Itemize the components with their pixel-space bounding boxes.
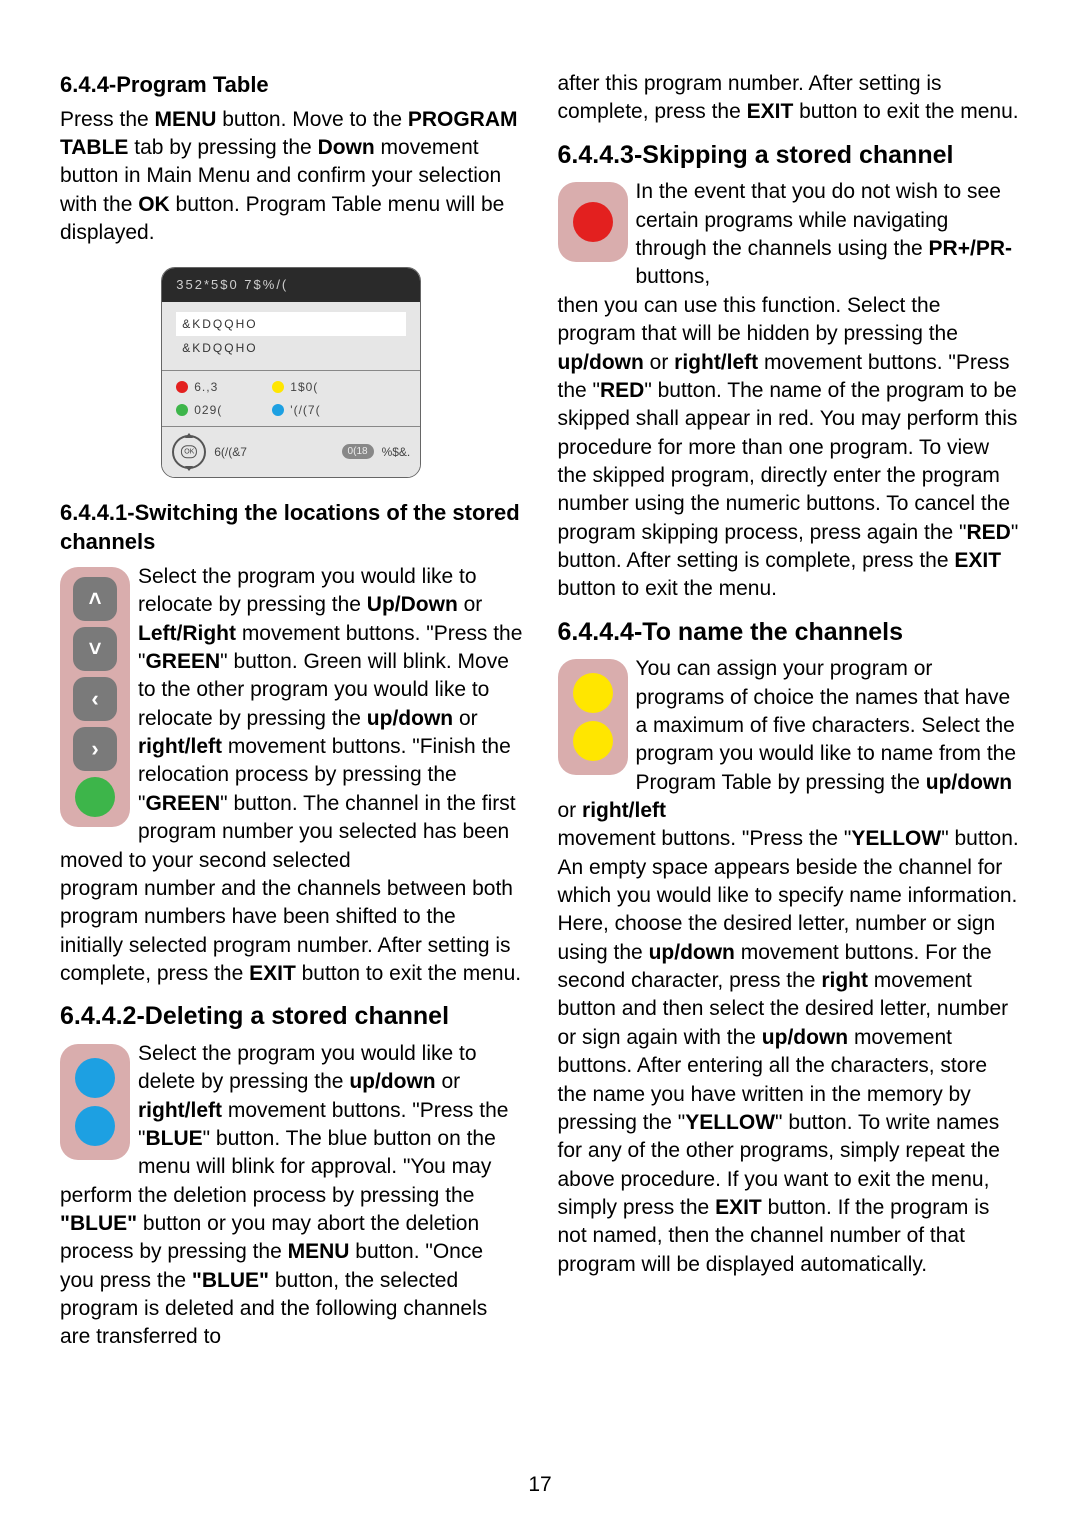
heading-6444: 6.4.4.4-To name the channels [558, 616, 1021, 650]
section-6443: In the event that you do not wish to see… [558, 178, 1021, 291]
ok-pad-icon: OK [172, 435, 206, 469]
yellow-buttons-icon [558, 659, 628, 775]
down-icon: ˅ [73, 627, 117, 671]
program-table-graphic: 352*5$0 7$%/( &KDQQHO &KDQQHO 6.,3 029( … [161, 267, 421, 477]
green-button-icon [75, 777, 115, 817]
heading-6441: 6.4.4.1-Switching the locations of the s… [60, 498, 523, 557]
blue-buttons-icon [60, 1044, 130, 1160]
yellow-button-icon [573, 673, 613, 713]
right-column: after this program number. After setting… [558, 70, 1021, 1360]
ptable-title: 352*5$0 7$%/( [162, 268, 420, 302]
blue-dot-icon [272, 404, 284, 416]
ptable-body: &KDQQHO &KDQQHO [162, 302, 420, 370]
nav-buttons-icon: ˄ ˅ ‹ › [60, 567, 130, 827]
para-6444-post: movement buttons. "Press the "YELLOW" bu… [558, 825, 1021, 1279]
ptable-row: &KDQQHO [176, 312, 406, 336]
red-button-block-icon [558, 182, 628, 262]
yellow-dot-icon [272, 381, 284, 393]
page-number: 17 [528, 1473, 551, 1497]
green-dot-icon [176, 404, 188, 416]
left-column: 6.4.4-Program Table Press the MENU butto… [60, 70, 523, 1360]
para-6443-post: then you can use this function. Select t… [558, 292, 1021, 604]
para-644: Press the MENU button. Move to the PROGR… [60, 106, 523, 248]
para-6442-post: perform the deletion process by pressing… [60, 1182, 523, 1352]
heading-644: 6.4.4-Program Table [60, 70, 523, 100]
heading-6443: 6.4.4.3-Skipping a stored channel [558, 139, 1021, 173]
yellow-button-icon [573, 721, 613, 761]
section-6442: Select the program you would like to del… [60, 1040, 523, 1182]
heading-6442: 6.4.4.2-Deleting a stored channel [60, 1000, 523, 1034]
ptable-row: &KDQQHO [176, 338, 406, 364]
menu-pill-icon: 0(18 [342, 444, 374, 460]
section-6444: You can assign your program or programs … [558, 655, 1021, 825]
up-icon: ˄ [73, 577, 117, 621]
blue-button-icon [75, 1058, 115, 1098]
para-6441-post: program number and the channels between … [60, 875, 523, 988]
red-button-icon [573, 202, 613, 242]
ptable-legend: 6.,3 029( 1$0( '(/(7( [162, 370, 420, 425]
ptable-footer: OK 6(/(&7 0(18 %$&. [162, 426, 420, 477]
section-6441: ˄ ˅ ‹ › Select the program you would lik… [60, 563, 523, 875]
left-icon: ‹ [73, 677, 117, 721]
right-icon: › [73, 727, 117, 771]
blue-button-icon [75, 1106, 115, 1146]
para-cont: after this program number. After setting… [558, 70, 1021, 127]
red-dot-icon [176, 381, 188, 393]
